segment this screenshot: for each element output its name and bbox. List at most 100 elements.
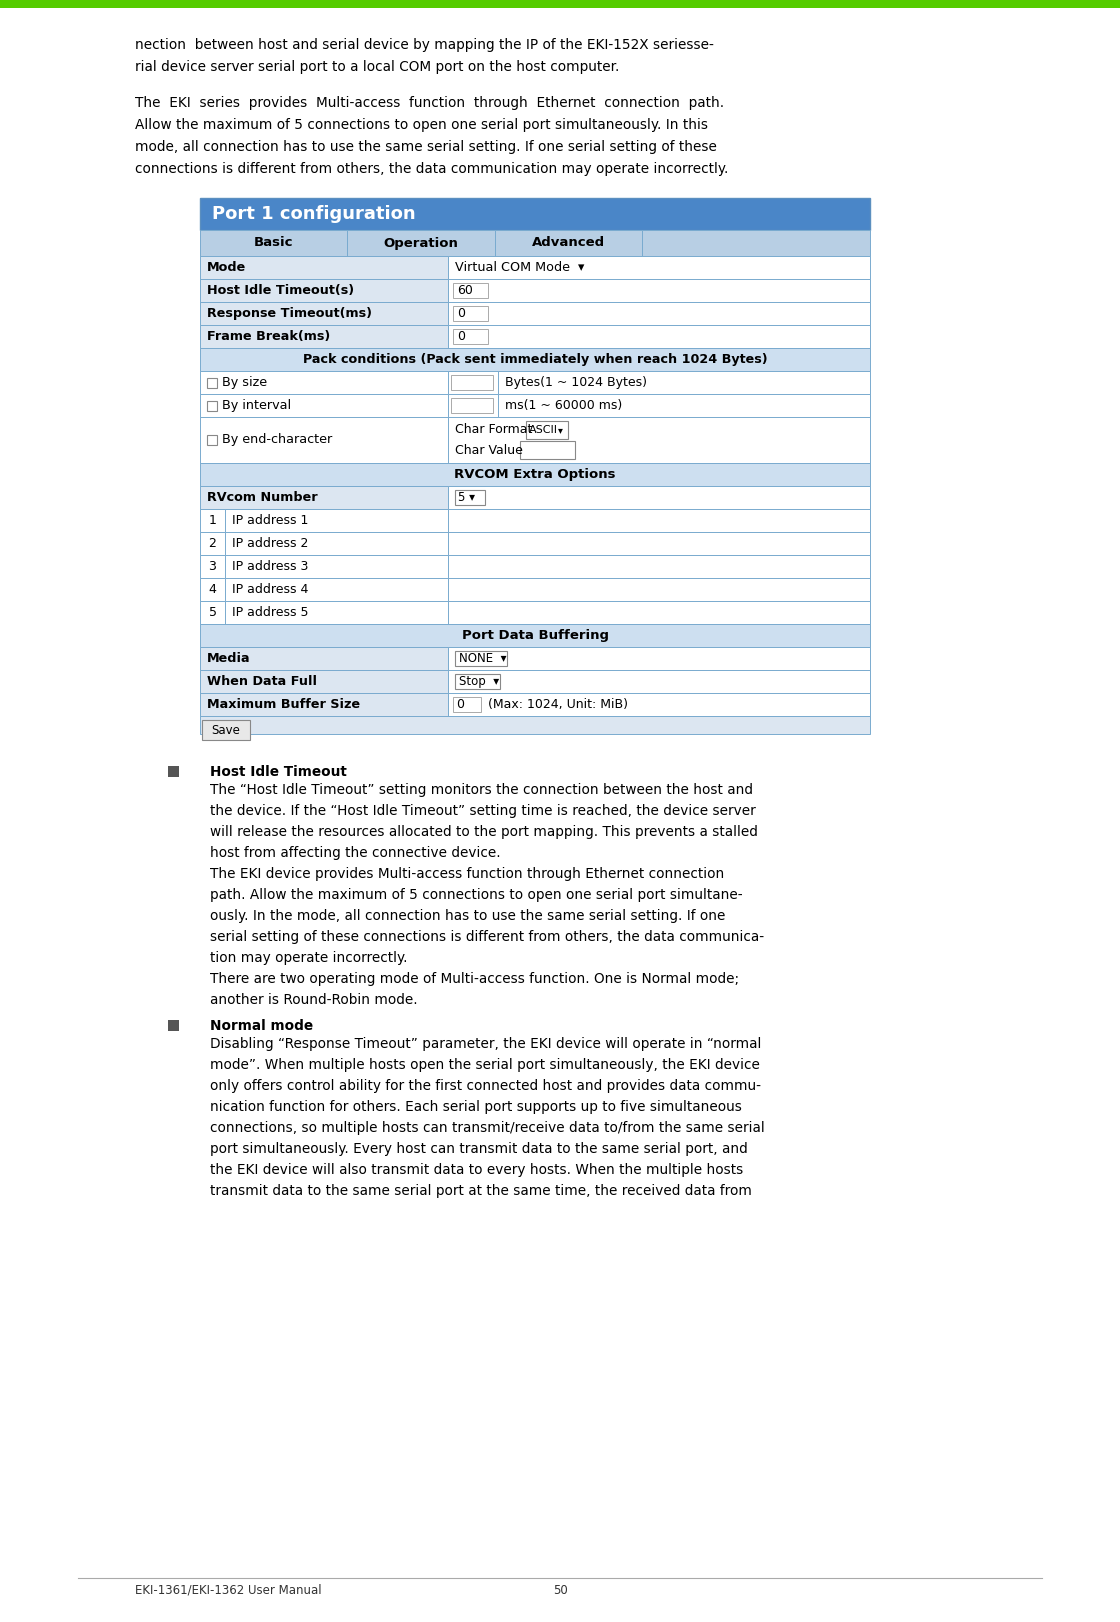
- Text: The “Host Idle Timeout” setting monitors the connection between the host and: The “Host Idle Timeout” setting monitors…: [211, 783, 753, 796]
- Bar: [200, 509, 225, 532]
- Text: RVcom Number: RVcom Number: [207, 491, 318, 504]
- Bar: [200, 371, 448, 394]
- Text: Mode: Mode: [207, 261, 246, 274]
- Text: 4: 4: [208, 582, 216, 595]
- Bar: [347, 230, 495, 256]
- Bar: [200, 279, 448, 302]
- Text: will release the resources allocated to the port mapping. This prevents a stalle: will release the resources allocated to …: [211, 826, 758, 839]
- Text: rial device server serial port to a local COM port on the host computer.: rial device server serial port to a loca…: [136, 60, 619, 75]
- Bar: [448, 602, 870, 624]
- Bar: [642, 230, 870, 256]
- Text: host from affecting the connective device.: host from affecting the connective devic…: [211, 847, 501, 860]
- Bar: [452, 697, 480, 712]
- Bar: [200, 394, 448, 417]
- Bar: [225, 509, 448, 532]
- Text: mode, all connection has to use the same serial setting. If one serial setting o: mode, all connection has to use the same…: [136, 139, 717, 154]
- Bar: [207, 401, 217, 410]
- Bar: [452, 282, 488, 298]
- Bar: [448, 279, 870, 302]
- Text: Stop  ▾: Stop ▾: [459, 675, 500, 688]
- Bar: [448, 371, 498, 394]
- Bar: [225, 602, 448, 624]
- Bar: [448, 487, 870, 509]
- Text: 5: 5: [208, 607, 216, 620]
- Text: Frame Break(ms): Frame Break(ms): [207, 329, 330, 342]
- Bar: [526, 420, 568, 440]
- Text: When Data Full: When Data Full: [207, 675, 317, 688]
- Bar: [455, 650, 507, 667]
- Bar: [225, 555, 448, 577]
- Bar: [448, 302, 870, 324]
- Bar: [207, 378, 217, 388]
- Bar: [448, 555, 870, 577]
- Bar: [452, 329, 488, 344]
- Text: By end-character: By end-character: [222, 433, 333, 446]
- Bar: [448, 693, 870, 715]
- Bar: [448, 509, 870, 532]
- Bar: [200, 302, 448, 324]
- Bar: [452, 307, 488, 321]
- Text: There are two operating mode of Multi-access function. One is Normal mode;: There are two operating mode of Multi-ac…: [211, 972, 739, 986]
- Bar: [200, 487, 448, 509]
- Text: (Max: 1024, Unit: MiB): (Max: 1024, Unit: MiB): [488, 697, 628, 710]
- Text: Port 1 configuration: Port 1 configuration: [212, 204, 416, 222]
- Text: nection  between host and serial device by mapping the IP of the EKI-152X series: nection between host and serial device b…: [136, 37, 713, 52]
- Text: Port Data Buffering: Port Data Buffering: [461, 629, 608, 642]
- Bar: [448, 256, 870, 279]
- Text: connections, so multiple hosts can transmit/receive data to/from the same serial: connections, so multiple hosts can trans…: [211, 1121, 765, 1135]
- Bar: [448, 577, 870, 602]
- Text: The EKI device provides Multi-access function through Ethernet connection: The EKI device provides Multi-access fun…: [211, 868, 725, 881]
- Text: Char Format: Char Format: [455, 423, 532, 436]
- Bar: [200, 715, 870, 735]
- Text: Allow the maximum of 5 connections to open one serial port simultaneously. In th: Allow the maximum of 5 connections to op…: [136, 118, 708, 131]
- Text: ASCII: ASCII: [529, 425, 558, 435]
- Bar: [200, 577, 225, 602]
- Text: By interval: By interval: [222, 399, 291, 412]
- Text: path. Allow the maximum of 5 connections to open one serial port simultane-: path. Allow the maximum of 5 connections…: [211, 887, 743, 902]
- Text: Advanced: Advanced: [532, 237, 605, 250]
- Text: Basic: Basic: [254, 237, 293, 250]
- Text: Host Idle Timeout: Host Idle Timeout: [211, 764, 347, 779]
- Text: connections is different from others, the data communication may operate incorre: connections is different from others, th…: [136, 162, 728, 177]
- Bar: [225, 532, 448, 555]
- Text: Virtual COM Mode  ▾: Virtual COM Mode ▾: [455, 261, 585, 274]
- Bar: [200, 555, 225, 577]
- Text: IP address 1: IP address 1: [232, 514, 308, 527]
- Text: tion may operate incorrectly.: tion may operate incorrectly.: [211, 950, 408, 965]
- Text: IP address 2: IP address 2: [232, 537, 308, 550]
- Text: RVCOM Extra Options: RVCOM Extra Options: [455, 469, 616, 482]
- Text: mode”. When multiple hosts open the serial port simultaneously, the EKI device: mode”. When multiple hosts open the seri…: [211, 1058, 759, 1072]
- Bar: [200, 670, 448, 693]
- Text: only offers control ability for the first connected host and provides data commu: only offers control ability for the firs…: [211, 1079, 760, 1093]
- Bar: [207, 435, 217, 444]
- Text: Bytes(1 ~ 1024 Bytes): Bytes(1 ~ 1024 Bytes): [505, 376, 647, 389]
- Text: Disabling “Response Timeout” parameter, the EKI device will operate in “normal: Disabling “Response Timeout” parameter, …: [211, 1036, 762, 1051]
- Bar: [448, 394, 498, 417]
- Text: ously. In the mode, all connection has to use the same serial setting. If one: ously. In the mode, all connection has t…: [211, 908, 726, 923]
- Text: 0: 0: [456, 697, 464, 710]
- Bar: [448, 324, 870, 349]
- Bar: [451, 397, 493, 414]
- Text: IP address 4: IP address 4: [232, 582, 308, 595]
- Text: 0: 0: [457, 329, 465, 342]
- Bar: [455, 675, 500, 689]
- Text: Pack conditions (Pack sent immediately when reach 1024 Bytes): Pack conditions (Pack sent immediately w…: [302, 354, 767, 367]
- Text: 1: 1: [208, 514, 216, 527]
- Text: Save: Save: [212, 723, 241, 736]
- Text: serial setting of these connections is different from others, the data communica: serial setting of these connections is d…: [211, 929, 764, 944]
- Text: 60: 60: [457, 284, 473, 297]
- Bar: [0, 0, 1120, 8]
- Bar: [200, 198, 870, 230]
- Bar: [200, 256, 448, 279]
- Text: 2: 2: [208, 537, 216, 550]
- Text: ms(1 ~ 60000 ms): ms(1 ~ 60000 ms): [505, 399, 622, 412]
- Text: 50: 50: [552, 1583, 568, 1596]
- Text: the device. If the “Host Idle Timeout” setting time is reached, the device serve: the device. If the “Host Idle Timeout” s…: [211, 805, 756, 817]
- Text: The  EKI  series  provides  Multi-access  function  through  Ethernet  connectio: The EKI series provides Multi-access fun…: [136, 96, 725, 110]
- Text: another is Round-Robin mode.: another is Round-Robin mode.: [211, 993, 418, 1007]
- Bar: [495, 230, 642, 256]
- Text: Response Timeout(ms): Response Timeout(ms): [207, 307, 372, 320]
- Bar: [200, 532, 225, 555]
- Text: IP address 3: IP address 3: [232, 560, 308, 573]
- Text: EKI-1361/EKI-1362 User Manual: EKI-1361/EKI-1362 User Manual: [136, 1583, 321, 1596]
